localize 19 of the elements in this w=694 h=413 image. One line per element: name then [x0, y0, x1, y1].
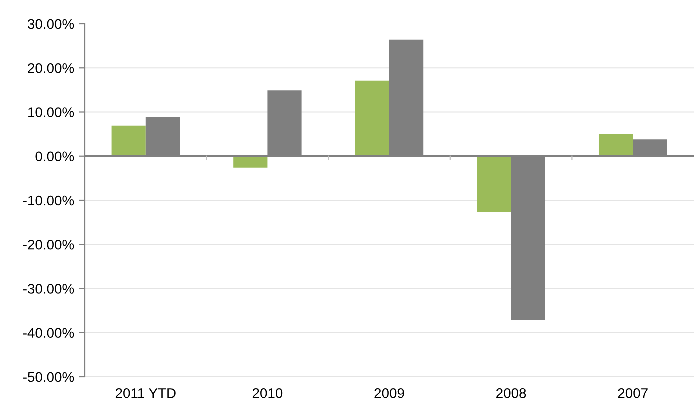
x-tick-label: 2007: [618, 388, 648, 398]
x-tick-label: 2011 YTD: [116, 388, 176, 398]
bar: [355, 80, 390, 156]
bar: [112, 126, 146, 156]
y-tick-label: 0.00%: [36, 152, 74, 162]
x-tick-label: 2008: [496, 388, 526, 398]
y-tick-label: -10.00%: [23, 196, 74, 206]
y-tick-label: -20.00%: [23, 240, 74, 250]
bar: [598, 134, 634, 156]
bar: [234, 156, 268, 168]
bar: [477, 156, 512, 212]
y-tick-label: -50.00%: [23, 372, 74, 382]
x-tick-label: 2009: [374, 388, 404, 398]
y-tick-label: 30.00%: [28, 19, 74, 30]
y-tick-label: -30.00%: [23, 284, 74, 294]
x-tick-label: 2010: [252, 388, 283, 398]
y-tick-label: 10.00%: [28, 108, 74, 118]
y-tick-label: -40.00%: [23, 328, 74, 338]
y-tick-label: 20.00%: [28, 63, 74, 74]
